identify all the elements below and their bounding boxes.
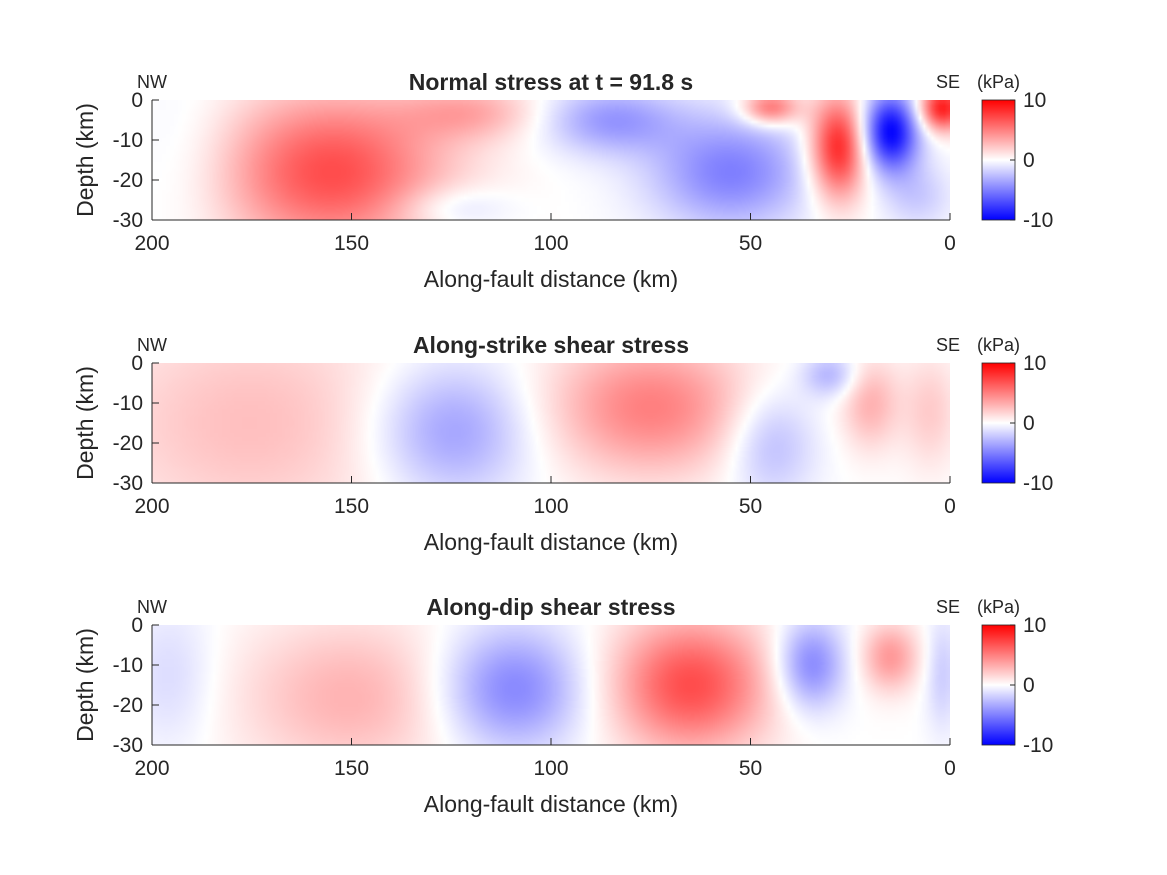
colorbar-gradient bbox=[981, 362, 1016, 484]
y-tick-label: -20 bbox=[113, 432, 143, 455]
subplot-title: Along-dip shear stress bbox=[426, 594, 675, 620]
x-axis-label: Along-fault distance (km) bbox=[424, 529, 678, 555]
colorbar-tick-label: -10 bbox=[1023, 472, 1053, 495]
x-tick-label: 50 bbox=[739, 495, 762, 518]
y-tick-label: -10 bbox=[113, 392, 143, 415]
x-tick-label: 200 bbox=[134, 495, 169, 518]
colorbar-tick-label: -10 bbox=[1023, 734, 1053, 757]
subplot-title: Along-strike shear stress bbox=[413, 332, 689, 358]
colorbar-tick-label: 0 bbox=[1023, 674, 1035, 697]
colorbar-tick-label: 10 bbox=[1023, 614, 1046, 637]
colorbar-tick-label: 0 bbox=[1023, 149, 1035, 172]
x-tick-label: 100 bbox=[533, 232, 568, 255]
x-tick-label: 0 bbox=[944, 757, 956, 780]
colorbar-gradient bbox=[981, 624, 1016, 746]
subplot-title: Normal stress at t = 91.8 s bbox=[409, 69, 693, 95]
colorbar-tick-label: 10 bbox=[1023, 89, 1046, 112]
x-tick-label: 50 bbox=[739, 757, 762, 780]
y-tick-label: -10 bbox=[113, 129, 143, 152]
colorbar: 10 0 -10 (kPa) bbox=[977, 597, 1053, 757]
colorbar-tick-label: -10 bbox=[1023, 209, 1053, 232]
heatmap-field bbox=[152, 100, 950, 220]
colorbar-gradient bbox=[981, 99, 1016, 221]
colorbar-unit: (kPa) bbox=[977, 335, 1020, 355]
heatmap-field bbox=[152, 625, 950, 745]
y-tick-label: -20 bbox=[113, 169, 143, 192]
y-axis-label: Depth (km) bbox=[72, 628, 98, 742]
x-tick-label: 50 bbox=[739, 232, 762, 255]
x-axis-label: Along-fault distance (km) bbox=[424, 791, 678, 817]
y-tick-label: -20 bbox=[113, 694, 143, 717]
colorbar-unit: (kPa) bbox=[977, 72, 1020, 92]
colorbar: 10 0 -10 (kPa) bbox=[977, 72, 1053, 232]
x-tick-label: 150 bbox=[334, 495, 369, 518]
y-axis-label: Depth (km) bbox=[72, 366, 98, 480]
y-tick-label: -10 bbox=[113, 654, 143, 677]
x-tick-label: 200 bbox=[134, 757, 169, 780]
x-tick-label: 150 bbox=[334, 232, 369, 255]
x-tick-label: 0 bbox=[944, 232, 956, 255]
y-tick-label: 0 bbox=[131, 614, 143, 637]
nw-label: NW bbox=[137, 335, 167, 355]
y-axis-label: Depth (km) bbox=[72, 103, 98, 217]
x-axis-label: Along-fault distance (km) bbox=[424, 266, 678, 292]
x-tick-label: 100 bbox=[533, 495, 568, 518]
colorbar: 10 0 -10 (kPa) bbox=[977, 335, 1053, 495]
y-tick-label: -30 bbox=[113, 472, 143, 495]
heatmap-field bbox=[152, 363, 950, 483]
y-tick-label: 0 bbox=[131, 352, 143, 375]
x-tick-label: 150 bbox=[334, 757, 369, 780]
nw-label: NW bbox=[137, 72, 167, 92]
colorbar-tick-label: 10 bbox=[1023, 352, 1046, 375]
se-label: SE bbox=[936, 335, 960, 355]
x-tick-label: 100 bbox=[533, 757, 568, 780]
se-label: SE bbox=[936, 597, 960, 617]
y-tick-label: -30 bbox=[113, 209, 143, 232]
colorbar-unit: (kPa) bbox=[977, 597, 1020, 617]
x-tick-label: 200 bbox=[134, 232, 169, 255]
x-tick-label: 0 bbox=[944, 495, 956, 518]
colorbar-tick-label: 0 bbox=[1023, 412, 1035, 435]
y-tick-label: -30 bbox=[113, 734, 143, 757]
y-tick-label: 0 bbox=[131, 89, 143, 112]
se-label: SE bbox=[936, 72, 960, 92]
nw-label: NW bbox=[137, 597, 167, 617]
